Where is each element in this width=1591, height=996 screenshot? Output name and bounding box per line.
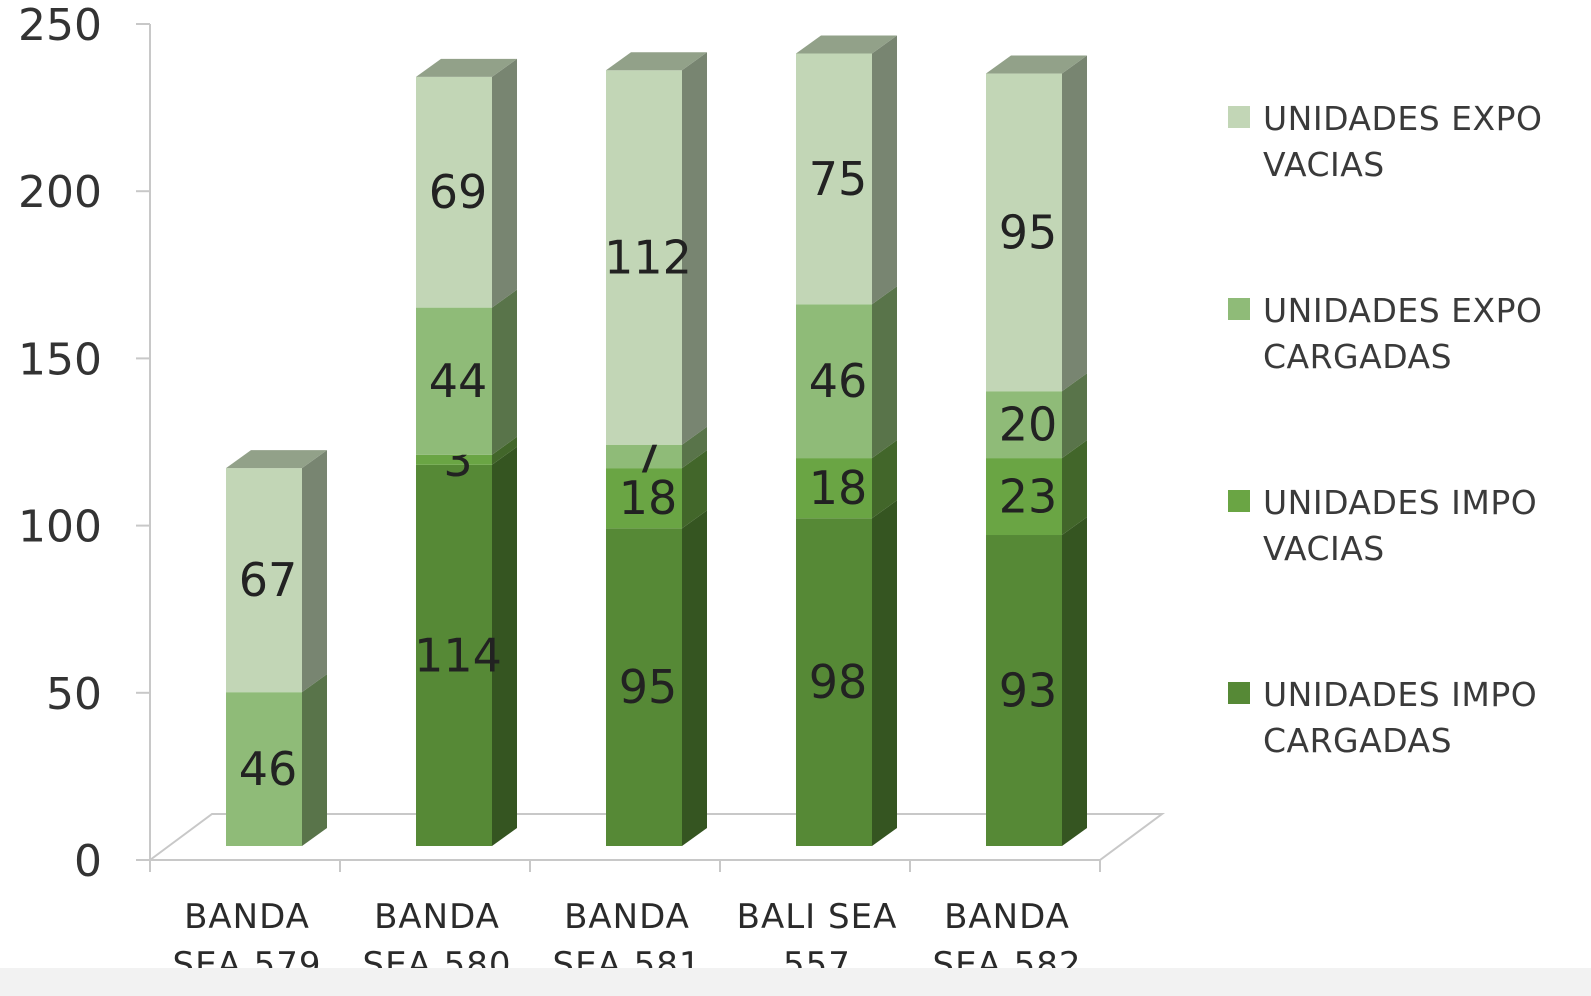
bar-segment-side [492, 436, 517, 465]
x-category-label: BANDA SEA 580 [362, 897, 511, 968]
bar-segment-side [682, 426, 707, 469]
x-category-label: BANDA SEA 579 [172, 897, 321, 968]
x-category-label: BANDA SEA 582 [932, 897, 1081, 968]
bar-segment [796, 53, 872, 305]
legend-swatch-expo-vacias [1228, 106, 1250, 128]
bar-segment-side [872, 500, 897, 846]
bar-segment-side [682, 52, 707, 445]
bar-segment [606, 468, 682, 529]
y-tick-label: 50 [46, 669, 102, 720]
bar-segment-side [302, 450, 327, 693]
bar-segment-side [492, 289, 517, 455]
bar-segment [986, 391, 1062, 459]
bar-segment-side [872, 286, 897, 459]
data-label: 23 [999, 470, 1058, 524]
y-tick-label: 250 [18, 0, 102, 51]
bar-segment-side [1062, 517, 1087, 846]
bar-top [226, 450, 327, 469]
bar-segment [226, 468, 302, 693]
legend-item-expo-cargadas: UNIDADES EXPO CARGADAS [1228, 288, 1578, 384]
x-category-label: BANDA SEA 581 [552, 897, 701, 968]
bar-segment-side [682, 510, 707, 846]
data-label: 114 [414, 628, 502, 682]
bar-segment [416, 454, 492, 465]
y-tick-label: 150 [18, 334, 102, 385]
legend-item-impo-cargadas: UNIDADES IMPO CARGADAS [1228, 672, 1578, 768]
data-label: 93 [999, 664, 1058, 718]
data-label: 18 [619, 471, 678, 525]
legend-label-impo-vacias: UNIDADES IMPO VACIAS [1263, 483, 1538, 568]
data-label: 67 [239, 553, 298, 607]
bar-segment [606, 70, 682, 445]
bar-segment-side [302, 674, 327, 846]
bar-segment-side [492, 446, 517, 846]
bar-top [986, 55, 1087, 74]
bar-segment-side [1062, 55, 1087, 392]
legend-item-expo-vacias: UNIDADES EXPO VACIAS [1228, 96, 1578, 192]
data-label: 20 [999, 398, 1058, 452]
bar-segment [416, 76, 492, 308]
bar-segment [986, 73, 1062, 392]
legend-swatch-expo-cargadas [1228, 298, 1250, 320]
legend-swatch-impo-vacias [1228, 490, 1250, 512]
y-tick-label: 0 [74, 836, 102, 887]
bar-segment-side [682, 450, 707, 529]
bar-segment [226, 692, 302, 846]
bar-segment-side [492, 58, 517, 308]
bar-segment [606, 444, 682, 469]
bar-segment [796, 304, 872, 459]
bar-segment [416, 307, 492, 455]
bar-top [416, 58, 517, 77]
data-label: 18 [809, 461, 868, 515]
data-label: 112 [604, 230, 692, 284]
data-label: 44 [429, 354, 488, 408]
bar-segment [796, 518, 872, 846]
bar-segment-side [872, 35, 897, 305]
bar-segment [986, 458, 1062, 536]
data-label: 75 [809, 152, 868, 206]
bar-segment-side [1062, 373, 1087, 459]
bar-top [606, 52, 707, 71]
data-label: 98 [809, 655, 868, 709]
bar-top [796, 35, 897, 54]
data-label: 95 [999, 205, 1058, 259]
data-label: 46 [239, 742, 298, 796]
x-category-label: BALI SEA 557 [737, 897, 898, 968]
bar-segment-side [1062, 440, 1087, 536]
y-tick-label: 100 [18, 502, 102, 553]
legend: UNIDADES EXPO VACIAS UNIDADES EXPO CARGA… [1228, 96, 1578, 864]
bar-segment-side [872, 440, 897, 519]
bar-segment [796, 458, 872, 519]
data-label: 46 [809, 354, 868, 408]
data-label: 95 [619, 660, 678, 714]
legend-label-expo-vacias: UNIDADES EXPO VACIAS [1263, 99, 1543, 184]
bottom-strip [0, 968, 1591, 996]
legend-label-expo-cargadas: UNIDADES EXPO CARGADAS [1263, 291, 1543, 376]
legend-swatch-impo-cargadas [1228, 682, 1250, 704]
bar-segment [986, 535, 1062, 846]
legend-label-impo-cargadas: UNIDADES IMPO CARGADAS [1263, 675, 1538, 760]
data-label: 69 [429, 165, 488, 219]
bar-segment [606, 528, 682, 846]
bar-segment [416, 464, 492, 846]
legend-item-impo-vacias: UNIDADES IMPO VACIAS [1228, 480, 1578, 576]
y-tick-label: 200 [18, 167, 102, 218]
